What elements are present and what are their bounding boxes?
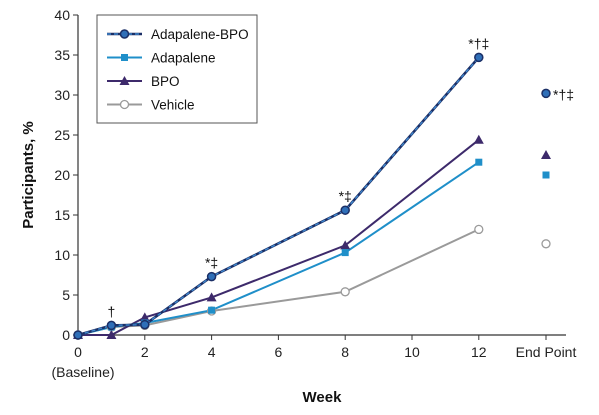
data-point-bpo [106, 330, 117, 339]
tick-group: 0 5 10 15 20 25 30 35 40 0 2 4 6 8 10 12 End Point (Basel… [51, 7, 576, 380]
significance-label: † [108, 303, 116, 319]
data-point-adapalene-bpo [474, 52, 484, 63]
data-point-adapalene [341, 249, 349, 257]
series-line-bpo [78, 139, 480, 336]
significance-label: *†‡ [553, 86, 574, 102]
x-tick-label: 4 [208, 344, 216, 360]
legend-marker-bpo [119, 76, 130, 85]
legend: Adapalene-BPO Adapalene BPO Vehicle [96, 14, 258, 124]
y-tick-label: 25 [54, 127, 70, 143]
legend-marker-adapalene-bpo [119, 29, 130, 39]
legend-label-vehicle: Vehicle [151, 98, 195, 113]
end-point-adapalene [542, 171, 550, 179]
data-point-adapalene-bpo [340, 205, 350, 215]
x-tick-label: 6 [275, 344, 283, 360]
annotations: † *‡ *‡ *†‡ *†‡ [108, 35, 575, 319]
data-point-adapalene-bpo [73, 330, 83, 340]
legend-label-adapalene-bpo: Adapalene-BPO [151, 27, 249, 42]
y-axis-title: Participants, % [20, 121, 37, 229]
x-tick-label: 10 [404, 344, 420, 360]
significance-label: *‡ [339, 188, 352, 204]
x-tick-label: 8 [341, 344, 349, 360]
x-tick-label: 12 [471, 344, 487, 360]
series-markers [73, 52, 551, 340]
significance-label: *†‡ [468, 35, 489, 51]
y-tick-label: 0 [62, 327, 70, 343]
legend-label-adapalene: Adapalene [151, 51, 216, 66]
legend-label-bpo: BPO [151, 74, 180, 89]
data-point-adapalene [475, 158, 483, 166]
x-tick-label: End Point [516, 344, 577, 360]
data-point-bpo [340, 240, 351, 250]
data-point-adapalene [208, 306, 216, 314]
series-line-dash-adapalene-bpo [77, 56, 480, 336]
y-tick-label: 20 [54, 167, 70, 183]
data-point-bpo [206, 292, 217, 302]
data-point-adapalene-bpo [106, 320, 117, 331]
y-tick-label: 15 [54, 207, 70, 223]
x-axis-title: Week [303, 389, 343, 406]
data-point-vehicle [340, 287, 350, 297]
legend-marker-vehicle [119, 99, 130, 110]
x-tick-label: 0 [74, 344, 82, 360]
data-point-vehicle [474, 224, 484, 235]
significance-label: *‡ [205, 255, 218, 271]
data-point-adapalene-bpo [140, 319, 150, 330]
end-point-adapalene-bpo [541, 88, 551, 99]
data-point-bpo [139, 312, 150, 322]
y-tick-label: 35 [54, 47, 70, 63]
y-tick-label: 5 [62, 287, 70, 303]
end-point-vehicle [541, 239, 551, 249]
x-tick-label: 2 [141, 344, 149, 360]
end-point-bpo [541, 150, 551, 159]
y-tick-label: 10 [54, 247, 70, 263]
series-lines [77, 56, 480, 337]
x-baseline-label: (Baseline) [51, 364, 114, 380]
data-point-adapalene-bpo [206, 271, 217, 282]
legend-marker-adapalene [121, 54, 128, 61]
data-point-bpo [473, 134, 484, 144]
y-tick-label: 40 [54, 7, 70, 23]
y-tick-label: 30 [54, 87, 70, 103]
